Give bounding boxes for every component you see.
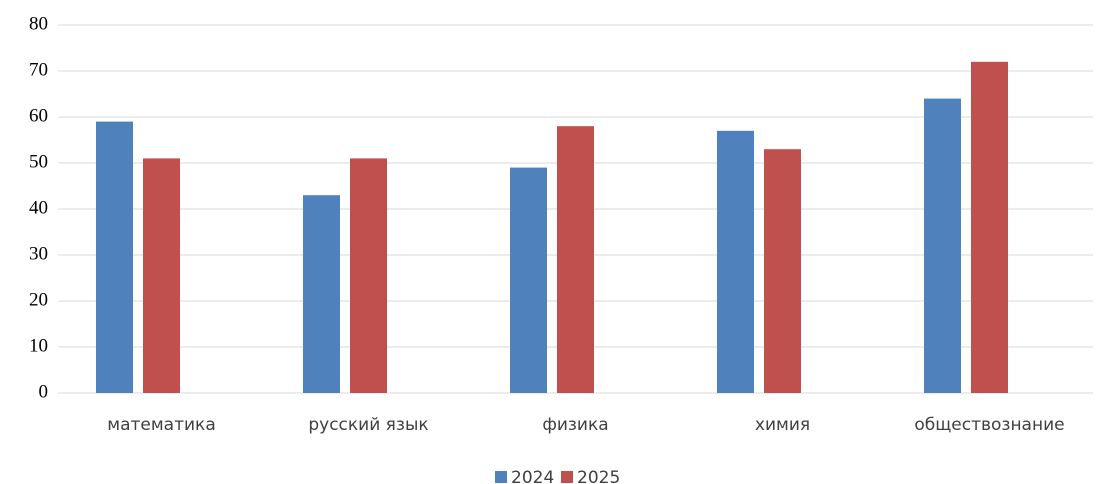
y-tick-label: 40	[29, 197, 48, 218]
y-tick-label: 60	[29, 105, 48, 126]
legend-swatch	[495, 471, 507, 483]
y-tick-label: 80	[29, 13, 48, 34]
x-tick-label: математика	[107, 415, 215, 435]
bar	[510, 167, 547, 393]
legend-swatch	[561, 471, 573, 483]
y-tick-label: 10	[29, 335, 48, 356]
y-tick-label: 70	[29, 59, 48, 80]
legend-label: 2024	[511, 468, 554, 484]
x-tick-label: русский язык	[308, 415, 428, 435]
bar	[924, 98, 961, 393]
bar	[143, 158, 180, 393]
bar	[96, 121, 133, 393]
legend-label: 2025	[577, 468, 620, 484]
bar	[350, 158, 387, 393]
bar	[971, 61, 1008, 394]
x-tick-label: физика	[542, 415, 608, 435]
bar	[764, 149, 801, 393]
y-tick-label: 30	[29, 243, 48, 264]
y-tick-label: 50	[29, 151, 48, 172]
x-tick-label: обществознание	[914, 415, 1064, 435]
bar	[303, 195, 340, 393]
y-tick-label: 20	[29, 289, 48, 310]
y-tick-label: 0	[39, 381, 49, 402]
bar	[557, 126, 594, 393]
x-tick-label: химия	[755, 415, 810, 435]
bar	[717, 130, 754, 394]
